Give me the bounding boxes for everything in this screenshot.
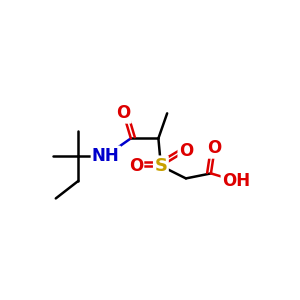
Text: O: O — [208, 140, 222, 158]
Text: O: O — [116, 104, 130, 122]
Text: S: S — [154, 157, 167, 175]
Text: O: O — [179, 142, 193, 160]
Text: O: O — [129, 157, 143, 175]
Text: OH: OH — [222, 172, 250, 190]
Text: NH: NH — [92, 147, 120, 165]
